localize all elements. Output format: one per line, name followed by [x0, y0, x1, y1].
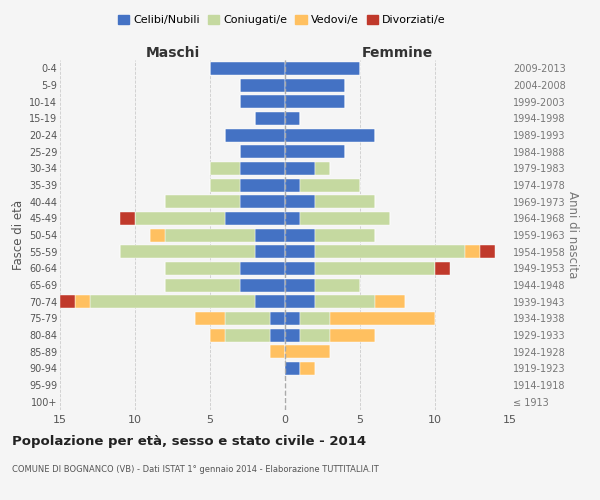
Bar: [285, 328, 300, 342]
Bar: [240, 95, 285, 108]
Bar: [120, 245, 255, 258]
Bar: [330, 328, 375, 342]
Bar: [315, 228, 375, 241]
Bar: [285, 162, 315, 175]
Bar: [285, 295, 315, 308]
Text: Femmine: Femmine: [362, 46, 433, 60]
Bar: [210, 162, 240, 175]
Bar: [240, 78, 285, 92]
Bar: [240, 278, 285, 291]
Bar: [75, 295, 90, 308]
Bar: [315, 278, 360, 291]
Text: Popolazione per età, sesso e stato civile - 2014: Popolazione per età, sesso e stato civil…: [12, 435, 366, 448]
Bar: [300, 178, 360, 192]
Bar: [285, 245, 315, 258]
Bar: [300, 212, 390, 225]
Bar: [165, 278, 240, 291]
Bar: [240, 145, 285, 158]
Bar: [240, 262, 285, 275]
Bar: [465, 245, 480, 258]
Bar: [315, 162, 330, 175]
Bar: [225, 328, 270, 342]
Text: COMUNE DI BOGNANCO (VB) - Dati ISTAT 1° gennaio 2014 - Elaborazione TUTTITALIA.I: COMUNE DI BOGNANCO (VB) - Dati ISTAT 1° …: [12, 465, 379, 474]
Bar: [240, 162, 285, 175]
Y-axis label: Fasce di età: Fasce di età: [11, 200, 25, 270]
Bar: [90, 295, 255, 308]
Bar: [285, 178, 300, 192]
Bar: [315, 262, 435, 275]
Bar: [285, 145, 345, 158]
Bar: [270, 328, 285, 342]
Bar: [60, 295, 75, 308]
Bar: [285, 78, 345, 92]
Bar: [300, 312, 330, 325]
Text: Maschi: Maschi: [145, 46, 200, 60]
Bar: [285, 345, 330, 358]
Bar: [165, 228, 255, 241]
Bar: [285, 195, 315, 208]
Bar: [285, 228, 315, 241]
Y-axis label: Anni di nascita: Anni di nascita: [566, 192, 580, 278]
Bar: [285, 128, 375, 141]
Bar: [375, 295, 405, 308]
Bar: [285, 212, 300, 225]
Bar: [210, 62, 285, 75]
Bar: [270, 312, 285, 325]
Bar: [285, 62, 360, 75]
Bar: [285, 362, 300, 375]
Bar: [435, 262, 450, 275]
Bar: [135, 212, 225, 225]
Bar: [285, 95, 345, 108]
Bar: [240, 195, 285, 208]
Bar: [240, 178, 285, 192]
Bar: [165, 195, 240, 208]
Bar: [255, 112, 285, 125]
Bar: [315, 245, 465, 258]
Bar: [480, 245, 495, 258]
Bar: [330, 312, 435, 325]
Bar: [255, 228, 285, 241]
Bar: [270, 345, 285, 358]
Bar: [300, 328, 330, 342]
Bar: [255, 295, 285, 308]
Legend: Celibi/Nubili, Coniugati/e, Vedovi/e, Divorziati/e: Celibi/Nubili, Coniugati/e, Vedovi/e, Di…: [114, 10, 450, 30]
Bar: [285, 312, 300, 325]
Bar: [150, 228, 165, 241]
Bar: [225, 312, 270, 325]
Bar: [315, 195, 375, 208]
Bar: [195, 312, 225, 325]
Bar: [165, 262, 240, 275]
Bar: [255, 245, 285, 258]
Bar: [210, 178, 240, 192]
Bar: [120, 212, 135, 225]
Bar: [225, 212, 285, 225]
Bar: [285, 278, 315, 291]
Bar: [315, 295, 375, 308]
Bar: [285, 262, 315, 275]
Bar: [285, 112, 300, 125]
Bar: [210, 328, 225, 342]
Bar: [300, 362, 315, 375]
Bar: [225, 128, 285, 141]
